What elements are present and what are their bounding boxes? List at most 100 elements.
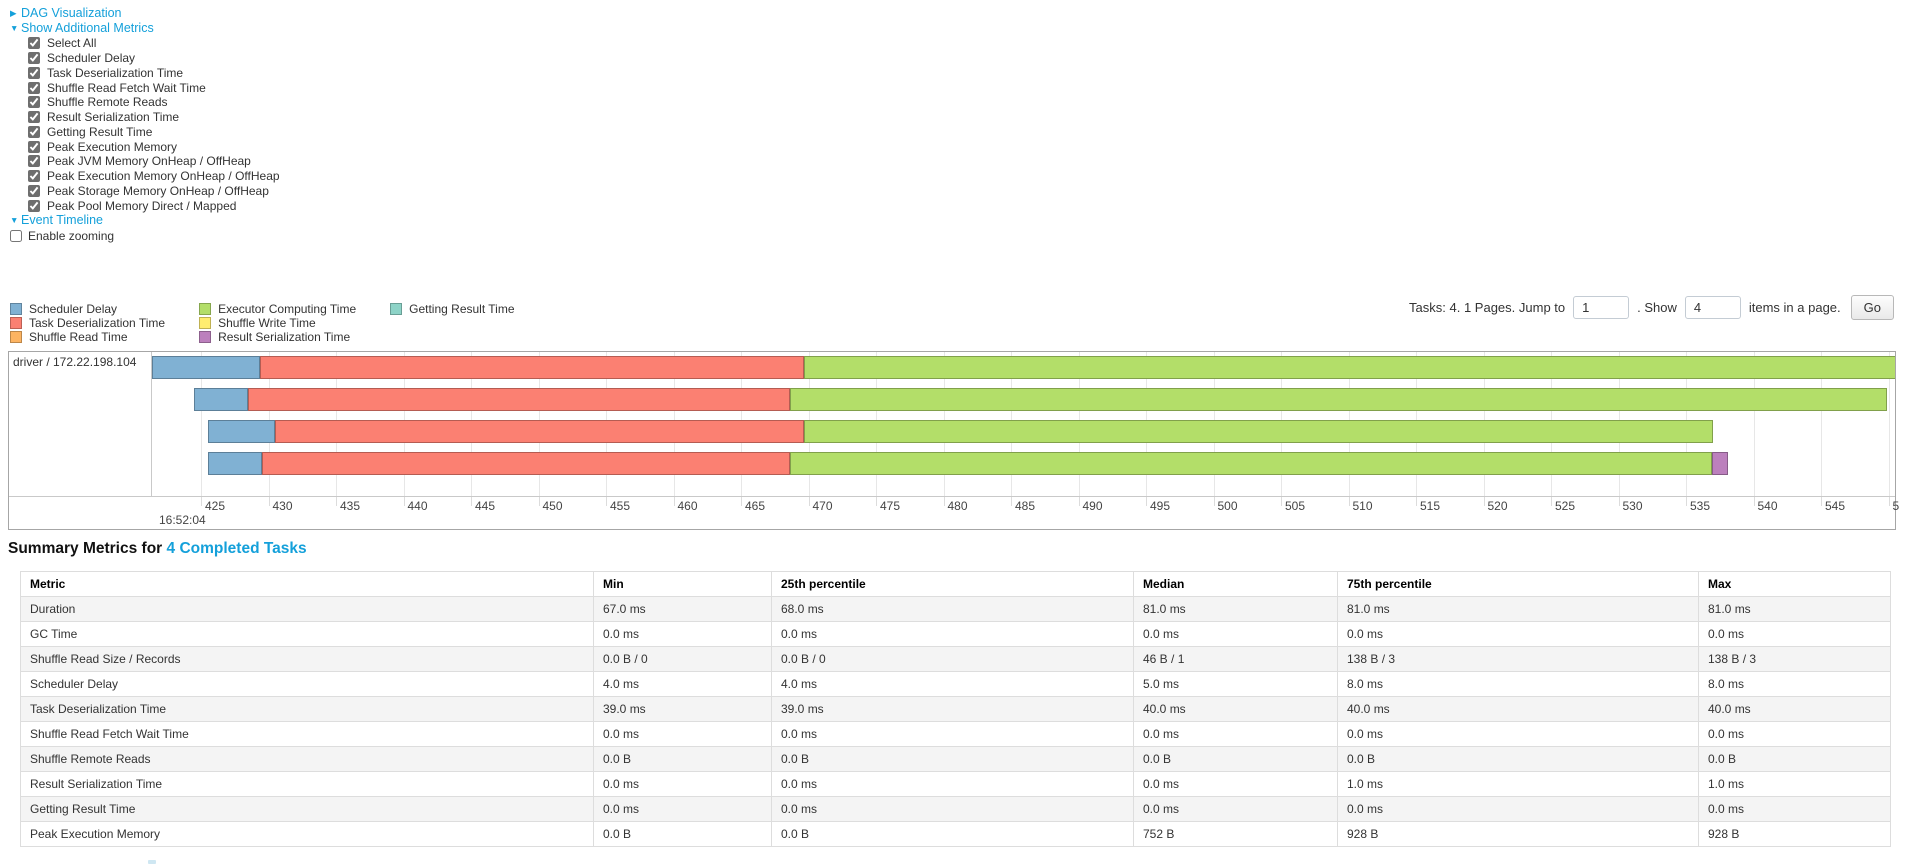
metric-checkbox-row-peak-pool-memory-direct-mapped[interactable]: Peak Pool Memory Direct / Mapped — [10, 198, 280, 213]
checkbox-icon[interactable] — [28, 37, 40, 50]
metric-value-cell: 0.0 B — [1698, 746, 1891, 772]
timeline-segment-task-deserialization-time[interactable] — [275, 420, 805, 443]
axis-tick-label: 455 — [610, 499, 631, 513]
legend-swatch-icon — [390, 303, 403, 316]
axis-tickmark — [606, 497, 607, 506]
timeline-segment-scheduler-delay[interactable] — [207, 420, 276, 443]
checkbox-icon[interactable] — [28, 155, 40, 168]
checkbox-icon[interactable] — [28, 52, 40, 65]
metric-checkbox-row-shuffle-remote-reads[interactable]: Shuffle Remote Reads — [10, 95, 280, 110]
axis-tick-label: 500 — [1217, 499, 1238, 513]
axis-tickmark — [943, 497, 945, 506]
timeline-segment-executor-computing-time[interactable] — [804, 420, 1713, 443]
metric-value-cell: 0.0 B — [1133, 746, 1338, 772]
metric-value-cell: 0.0 B — [593, 746, 772, 772]
axis-tick-label: 470 — [812, 499, 833, 513]
metric-value-cell: 928 B — [1337, 821, 1699, 847]
table-row-result-serialization-time: Result Serialization Time 0.0 ms 0.0 ms 0.0… — [20, 771, 1891, 797]
timeline-segment-executor-computing-time[interactable] — [789, 452, 1712, 475]
timeline-segment-executor-computing-time[interactable] — [789, 388, 1888, 411]
dag-visualization-toggle[interactable]: ▶ DAG Visualization — [10, 6, 280, 21]
metric-value-cell: 1.0 ms — [1337, 771, 1699, 797]
column-header-min: Min — [593, 571, 772, 597]
checkbox-icon[interactable] — [28, 66, 40, 79]
checkbox-icon[interactable] — [28, 199, 40, 212]
legend-swatch-icon — [10, 303, 22, 316]
axis-tickmark — [1348, 497, 1350, 506]
legend-label: Result Serialization Time — [218, 330, 351, 345]
legend-label: Getting Result Time — [409, 302, 515, 317]
metric-checkbox-row-peak-storage-memory-onheap-offheap[interactable]: Peak Storage Memory OnHeap / OffHeap — [10, 184, 280, 199]
timeline-segment-scheduler-delay[interactable] — [194, 388, 249, 411]
timeline-segment-task-deserialization-time[interactable] — [261, 452, 790, 475]
metric-checkbox-row-peak-jvm-memory-onheap-offheap[interactable]: Peak JVM Memory OnHeap / OffHeap — [10, 154, 280, 169]
axis-tickmark — [1011, 497, 1012, 506]
axis-tick-label: 535 — [1690, 499, 1711, 513]
column-header-max: Max — [1698, 571, 1891, 597]
metric-value-cell: 0.0 ms — [771, 771, 1134, 797]
timeline-segment-scheduler-delay[interactable] — [152, 356, 261, 379]
go-button[interactable]: Go — [1850, 295, 1894, 320]
timeline-segment-task-deserialization-time[interactable] — [248, 388, 790, 411]
legend-column: Executor Computing Time Shuffle Write Tim… — [199, 302, 356, 345]
axis-tickmark — [1281, 497, 1282, 506]
metric-value-cell: 0.0 ms — [771, 721, 1134, 747]
metric-value-cell: 0.0 ms — [1337, 621, 1699, 647]
checkbox-icon[interactable] — [28, 125, 40, 138]
metric-value-cell: 40.0 ms — [1337, 696, 1699, 722]
timeline-segment-result-serialization-time[interactable] — [1711, 452, 1728, 475]
gridline — [1821, 352, 1822, 496]
enable-zooming-row[interactable]: Enable zooming — [10, 228, 280, 243]
axis-tick-label: 490 — [1082, 499, 1103, 513]
metric-checkbox-row-select-all[interactable]: Select All — [10, 36, 280, 51]
timeline-plot-area[interactable] — [152, 352, 1895, 496]
completed-tasks-link[interactable]: 4 Completed Tasks — [166, 540, 307, 557]
checkbox-icon[interactable] — [28, 170, 40, 183]
axis-tick-label: 515 — [1420, 499, 1441, 513]
metric-checkbox-row-peak-execution-memory[interactable]: Peak Execution Memory — [10, 139, 280, 154]
items-per-page-input[interactable] — [1684, 296, 1741, 319]
metric-value-cell: 40.0 ms — [1133, 696, 1338, 722]
gridline — [1753, 352, 1755, 496]
metric-checkbox-row-shuffle-read-fetch-wait-time[interactable]: Shuffle Read Fetch Wait Time — [10, 80, 280, 95]
dag-visualization-label: DAG Visualization — [21, 6, 122, 20]
axis-tickmark — [808, 497, 810, 506]
metric-name-cell: Task Deserialization Time — [20, 696, 594, 722]
metric-value-cell: 81.0 ms — [1698, 596, 1891, 622]
legend-swatch-icon — [199, 331, 212, 344]
metric-name-cell: Scheduler Delay — [20, 671, 594, 697]
timeline-segment-scheduler-delay[interactable] — [207, 452, 262, 475]
legend-column: Scheduler Delay Task Deserialization Time… — [10, 302, 165, 344]
metric-value-cell: 0.0 ms — [593, 721, 772, 747]
legend-item-shuffle-read-time: Shuffle Read Time — [10, 330, 165, 344]
metric-value-cell: 0.0 B — [593, 821, 772, 847]
timeline-segment-executor-computing-time[interactable] — [804, 356, 1895, 379]
legend-label: Scheduler Delay — [29, 302, 118, 317]
checkbox-icon[interactable] — [28, 81, 40, 94]
metric-name-cell: Peak Execution Memory — [20, 821, 594, 847]
metric-value-cell: 8.0 ms — [1698, 671, 1891, 697]
timeline-segment-task-deserialization-time[interactable] — [260, 356, 805, 379]
metric-checkbox-row-scheduler-delay[interactable]: Scheduler Delay — [10, 51, 280, 66]
metric-value-cell: 5.0 ms — [1133, 671, 1338, 697]
show-additional-metrics-toggle[interactable]: ▼ Show Additional Metrics — [10, 21, 280, 36]
metric-name-cell: GC Time — [20, 621, 594, 647]
checkbox-icon[interactable] — [28, 111, 40, 124]
checkbox-icon[interactable] — [28, 140, 40, 153]
metric-value-cell: 8.0 ms — [1337, 671, 1699, 697]
axis-tickmark — [1416, 497, 1417, 506]
metric-checkbox-row-result-serialization-time[interactable]: Result Serialization Time — [10, 110, 280, 125]
metric-checkbox-row-task-deserialization-time[interactable]: Task Deserialization Time — [10, 66, 280, 81]
metric-checkbox-row-peak-execution-memory-onheap-offheap[interactable]: Peak Execution Memory OnHeap / OffHeap — [10, 169, 280, 184]
legend-item-shuffle-write-time: Shuffle Write Time — [199, 316, 356, 330]
metric-value-cell: 81.0 ms — [1133, 596, 1338, 622]
enable-zooming-checkbox[interactable] — [10, 229, 22, 242]
metric-value-cell: 46 B / 1 — [1133, 646, 1338, 672]
metric-checkbox-row-getting-result-time[interactable]: Getting Result Time — [10, 125, 280, 140]
checkbox-icon[interactable] — [28, 96, 40, 109]
event-timeline-toggle[interactable]: ▼ Event Timeline — [10, 213, 280, 228]
checkbox-icon[interactable] — [28, 184, 40, 197]
jump-to-page-input[interactable] — [1573, 296, 1630, 319]
axis-tick-label: 5 — [1892, 499, 1900, 513]
metric-value-cell: 0.0 B — [771, 746, 1134, 772]
